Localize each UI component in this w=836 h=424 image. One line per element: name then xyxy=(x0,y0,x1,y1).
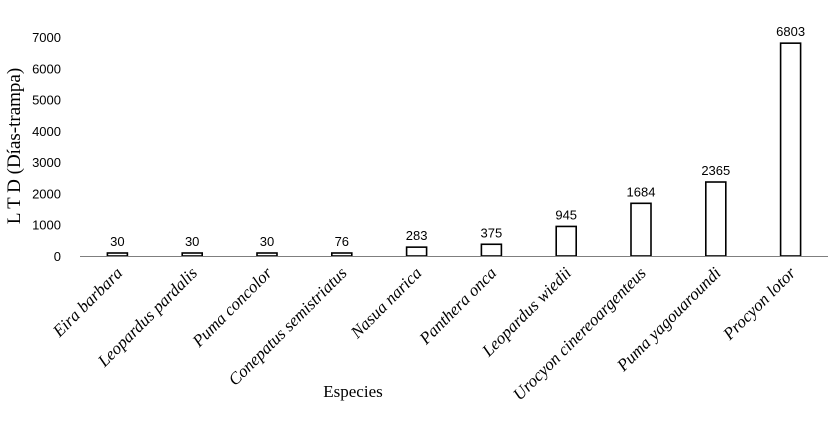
bar xyxy=(330,252,353,257)
bar xyxy=(405,246,428,257)
y-tick-label: 2000 xyxy=(32,186,61,201)
bar xyxy=(256,252,278,257)
category-label: Nasua narica xyxy=(346,263,425,342)
category-label: Procyon lotor xyxy=(719,263,800,344)
x-axis-title: Especies xyxy=(323,382,382,401)
y-tick-label: 7000 xyxy=(32,30,61,45)
bar-value-label: 375 xyxy=(481,225,503,240)
y-tick-label: 5000 xyxy=(32,93,61,108)
y-tick-label: 1000 xyxy=(32,218,61,233)
bars: 30 30 30 76 283 375 945 1684 2365 6803 xyxy=(106,24,805,257)
y-tick-label: 0 xyxy=(54,249,61,264)
category-label: Panthera onca xyxy=(415,263,500,348)
bar-value-label: 30 xyxy=(260,234,274,249)
category-label: Urocyon cinereoargenteus xyxy=(509,263,650,404)
y-axis-title: L T D (Días-trampa) xyxy=(4,68,25,224)
y-tick-label: 6000 xyxy=(32,61,61,76)
y-axis-ticks: 0 1000 2000 3000 4000 5000 6000 7000 xyxy=(32,30,61,264)
bar-value-label: 30 xyxy=(110,234,124,249)
bar-value-label: 2365 xyxy=(701,163,730,178)
bar-value-label: 76 xyxy=(335,234,349,249)
bar-value-label: 6803 xyxy=(776,24,805,39)
bar xyxy=(630,202,652,257)
bar-value-label: 945 xyxy=(555,207,577,222)
y-tick-label: 4000 xyxy=(32,124,61,139)
category-label: Eira barbara xyxy=(48,263,126,341)
bar xyxy=(480,243,503,257)
y-tick-label: 3000 xyxy=(32,155,61,170)
bar xyxy=(181,252,203,257)
bar xyxy=(779,42,802,257)
bar-value-label: 283 xyxy=(406,228,428,243)
bar-value-label: 30 xyxy=(185,234,199,249)
bar-value-label: 1684 xyxy=(627,184,656,199)
bar xyxy=(106,252,129,257)
bar xyxy=(555,225,578,257)
bar xyxy=(704,181,727,257)
